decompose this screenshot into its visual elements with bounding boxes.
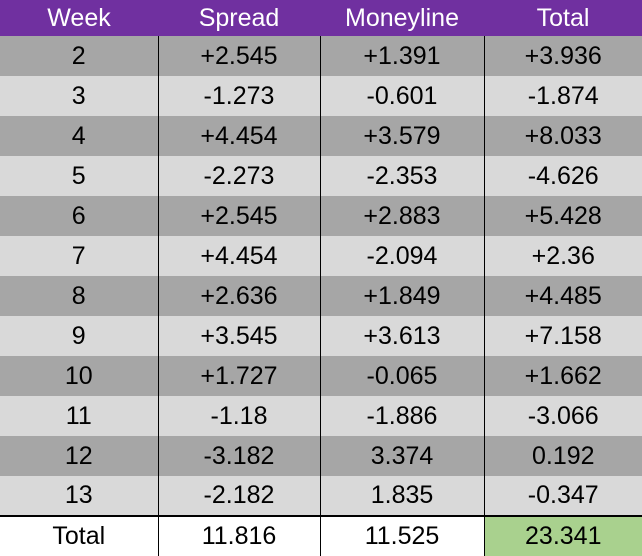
total-cell: -3.066 [483,396,642,436]
moneyline-cell: +2.883 [319,196,484,236]
spread-cell: -2.182 [157,476,320,516]
moneyline-cell: +3.579 [319,116,484,156]
spread-cell: -2.273 [157,156,320,196]
moneyline-cell: +1.849 [319,276,484,316]
table-row: 5 -2.273 -2.353 -4.626 [0,156,642,196]
spread-cell: +4.454 [157,236,320,276]
totals-row: Total 11.816 11.525 23.341 [0,515,642,556]
total-cell: +8.033 [483,116,642,156]
table-body: 2 +2.545 +1.391 +3.936 3 -1.273 -0.601 -1.874 4 +… [0,36,642,516]
week-cell: 10 [0,356,158,396]
spread-cell: +2.545 [157,36,320,76]
header-total: Total [484,0,642,36]
spread-cell: +3.545 [157,316,320,356]
table-row: 13 -2.182 1.835 -0.347 [0,476,642,516]
moneyline-cell: -0.065 [319,356,484,396]
week-cell: 5 [0,156,158,196]
moneyline-cell: 1.835 [319,476,484,516]
spread-cell: +2.636 [157,276,320,316]
spread-cell: +1.727 [157,356,320,396]
grand-total: 23.341 [483,515,642,556]
week-cell: 9 [0,316,158,356]
table-row: 4 +4.454 +3.579 +8.033 [0,116,642,156]
table-row: 9 +3.545 +3.613 +7.158 [0,316,642,356]
week-cell: 12 [0,436,158,476]
table-row: 6 +2.545 +2.883 +5.428 [0,196,642,236]
total-cell: +3.936 [483,36,642,76]
spread-cell: -3.182 [157,436,320,476]
total-cell: +2.36 [483,236,642,276]
week-cell: 8 [0,276,158,316]
week-cell: 11 [0,396,158,436]
spread-total: 11.816 [157,515,320,556]
header-week: Week [0,0,158,36]
week-cell: 6 [0,196,158,236]
table-row: 11 -1.18 -1.886 -3.066 [0,396,642,436]
table-row: 8 +2.636 +1.849 +4.485 [0,276,642,316]
spread-cell: +2.545 [157,196,320,236]
total-cell: 0.192 [483,436,642,476]
header-row: Week Spread Moneyline Total [0,0,642,36]
moneyline-cell: -2.094 [319,236,484,276]
table-row: 7 +4.454 -2.094 +2.36 [0,236,642,276]
header-spread: Spread [158,0,320,36]
total-cell: +1.662 [483,356,642,396]
spread-cell: -1.18 [157,396,320,436]
moneyline-cell: -0.601 [319,76,484,116]
moneyline-cell: -1.886 [319,396,484,436]
spread-cell: +4.454 [157,116,320,156]
spread-cell: -1.273 [157,76,320,116]
moneyline-cell: 3.374 [319,436,484,476]
week-cell: 13 [0,476,158,516]
header-moneyline: Moneyline [320,0,484,36]
moneyline-total: 11.525 [319,515,484,556]
table-row: 3 -1.273 -0.601 -1.874 [0,76,642,116]
total-cell: +5.428 [483,196,642,236]
total-cell: -0.347 [483,476,642,516]
table-row: 12 -3.182 3.374 0.192 [0,436,642,476]
total-cell: +7.158 [483,316,642,356]
table-row: 10 +1.727 -0.065 +1.662 [0,356,642,396]
totals-label: Total [0,515,158,556]
moneyline-cell: +1.391 [319,36,484,76]
total-cell: +4.485 [483,276,642,316]
moneyline-cell: -2.353 [319,156,484,196]
week-cell: 4 [0,116,158,156]
table-row: 2 +2.545 +1.391 +3.936 [0,36,642,76]
week-cell: 7 [0,236,158,276]
total-cell: -1.874 [483,76,642,116]
week-cell: 3 [0,76,158,116]
moneyline-cell: +3.613 [319,316,484,356]
total-cell: -4.626 [483,156,642,196]
week-cell: 2 [0,36,158,76]
